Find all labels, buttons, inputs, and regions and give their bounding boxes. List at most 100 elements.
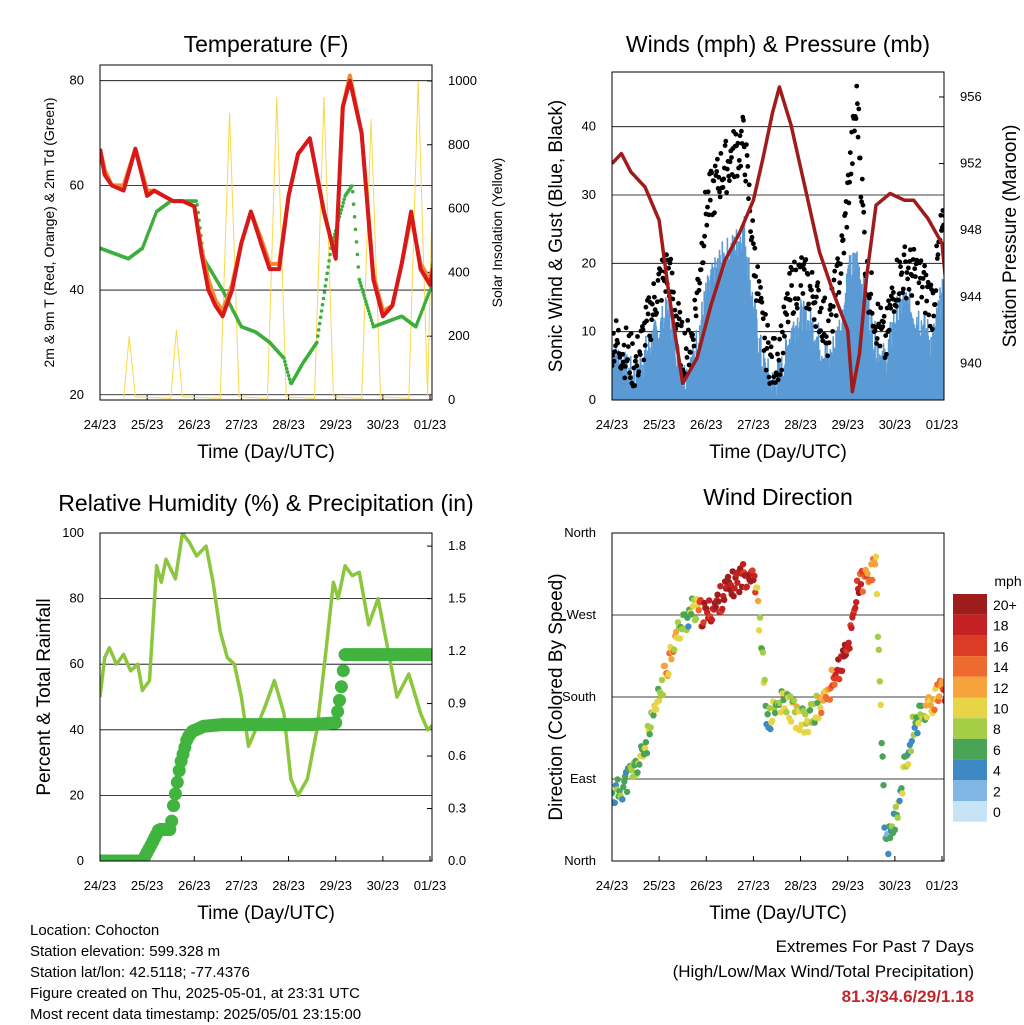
chart-title: Relative Humidity (%) & Precipitation (i… (58, 490, 473, 516)
direction-point (705, 597, 713, 604)
gust-point (720, 185, 726, 190)
extremes-title: Extremes For Past 7 Days (775, 937, 974, 956)
legend-label: 12 (993, 680, 1009, 696)
x-axis-label: Time (Day/UTC) (197, 903, 335, 924)
direction-point (767, 725, 774, 733)
dewpoint-point (441, 248, 445, 252)
direction-point (612, 799, 618, 806)
gust-point (676, 316, 682, 322)
direction-point (668, 656, 675, 663)
gust-point (741, 117, 746, 123)
gust-point (780, 350, 786, 356)
gust-point (672, 307, 678, 313)
pressure-line (612, 85, 944, 394)
gust-point (909, 293, 915, 298)
gust-point (811, 317, 817, 322)
x-tick-label: 25/23 (643, 878, 676, 893)
direction-point (621, 778, 628, 785)
y2-tick-label: 1.5 (448, 591, 466, 606)
plot-area (612, 83, 954, 400)
gust-point (776, 357, 782, 363)
gust-point (777, 336, 782, 342)
legend-swatch (953, 594, 987, 615)
direction-point (904, 761, 912, 768)
y2-tick-label: 948 (960, 222, 982, 237)
x-tick-label: 25/23 (643, 417, 676, 432)
gust-point (645, 311, 651, 317)
y2-tick-label: 952 (960, 156, 982, 171)
legend-swatch (953, 738, 987, 760)
gust-point (775, 377, 781, 383)
x-tick-label: 28/23 (784, 878, 817, 893)
gust-point (751, 241, 756, 247)
dewpoint-point (432, 276, 436, 280)
gust-point (683, 346, 689, 352)
gust-point (673, 313, 679, 319)
gust-point (743, 178, 749, 184)
gust-point (813, 324, 819, 329)
gust-point (764, 346, 770, 351)
gust-point (641, 357, 647, 363)
y-tick-label: 20 (582, 255, 596, 270)
gust-point (628, 375, 633, 381)
direction-point (908, 737, 915, 745)
gust-point (612, 330, 616, 336)
precip-point (435, 648, 448, 661)
legend-swatch (953, 780, 987, 801)
gust-point (809, 270, 815, 275)
gust-point (727, 159, 733, 165)
y2-tick-label: 956 (960, 89, 982, 104)
y2-tick-label: 0 (448, 392, 455, 407)
gust-point (803, 257, 809, 262)
gust-point (746, 182, 752, 188)
direction-point (724, 573, 732, 581)
gust-point (686, 327, 691, 333)
y-tick-label: 80 (70, 73, 84, 88)
y2-axis-label: Station Pressure (Maroon) (1000, 125, 1021, 348)
gust-point (760, 316, 766, 322)
dewpoint-point (355, 252, 360, 257)
gust-point (913, 274, 918, 279)
gust-point (949, 271, 954, 276)
x-tick-label: 30/23 (367, 417, 400, 432)
gust-point (666, 265, 671, 271)
gust-point (847, 150, 853, 156)
gust-point (898, 264, 903, 270)
direction-point (872, 553, 880, 560)
gust-point (701, 243, 707, 249)
direction-point (815, 714, 822, 722)
direction-point (671, 646, 678, 653)
direction-point (659, 691, 667, 699)
gust-point (924, 298, 930, 304)
gust-point (642, 343, 648, 348)
gust-point (632, 358, 638, 364)
dewpoint-point (437, 260, 441, 264)
gust-point (704, 222, 710, 228)
gust-point (625, 344, 631, 349)
gust-point (768, 344, 774, 350)
gust-point (794, 302, 799, 307)
precip-point (431, 651, 432, 659)
gust-point (676, 301, 681, 306)
gust-point (884, 351, 889, 357)
direction-point (915, 720, 922, 727)
gust-point (690, 337, 696, 343)
gust-point (721, 176, 727, 182)
gust-point (750, 218, 756, 224)
y-tick-label: 20 (70, 787, 84, 802)
x-tick-label: 27/23 (737, 878, 770, 893)
gust-point (923, 272, 929, 278)
gust-point (825, 353, 831, 359)
y2-tick-label: 200 (448, 328, 470, 343)
gust-point (916, 280, 922, 286)
direction-point (619, 796, 626, 803)
x-tick-label: 30/23 (879, 417, 912, 432)
gust-point (911, 246, 917, 252)
x-tick-label: 30/23 (879, 878, 912, 893)
direction-point (714, 591, 721, 598)
gust-point (612, 353, 616, 358)
direction-point (857, 581, 865, 588)
gust-point (634, 363, 640, 369)
precip-point (168, 787, 182, 801)
gust-point (678, 323, 684, 329)
